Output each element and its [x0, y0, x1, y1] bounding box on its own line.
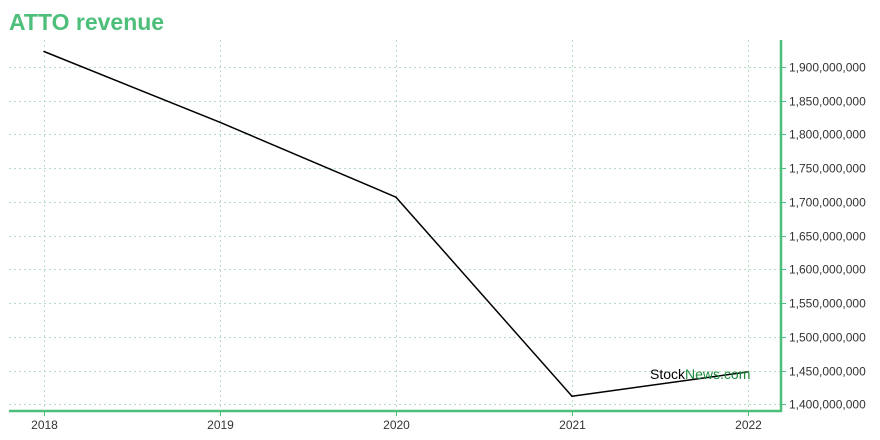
watermark-news: News.com: [685, 366, 751, 382]
x-tick-label: 2019: [207, 418, 234, 432]
y-tick-label: 1,600,000,000: [789, 263, 866, 277]
data-point-2022: [747, 371, 749, 373]
axes: [9, 40, 786, 416]
y-tick-label: 1,450,000,000: [789, 365, 866, 379]
data-point-2018: [43, 50, 45, 53]
y-tick-label: 1,900,000,000: [789, 61, 866, 75]
watermark-stock: Stock: [650, 366, 686, 382]
y-tick-label: 1,800,000,000: [789, 128, 866, 142]
y-tick-label: 1,400,000,000: [789, 398, 866, 412]
tick-labels: 1,400,000,000 1,450,000,000 1,500,000,000 1…: [31, 61, 866, 433]
y-tick-label: 1,550,000,000: [789, 297, 866, 311]
stocknews-watermark: StockNews.com: [650, 366, 750, 382]
chart-title: ATTO revenue: [9, 9, 165, 35]
x-tick-label: 2022: [735, 418, 762, 432]
x-tick-label: 2021: [559, 418, 586, 432]
grid: [9, 40, 781, 411]
x-tick-label: 2020: [383, 418, 410, 432]
data-point-2019: [219, 121, 221, 124]
y-tick-label: 1,500,000,000: [789, 331, 866, 345]
y-tick-label: 1,850,000,000: [789, 95, 866, 109]
series: [43, 50, 749, 398]
x-tick-label: 2018: [31, 418, 58, 432]
y-tick-label: 1,750,000,000: [789, 162, 866, 176]
y-tick-label: 1,700,000,000: [789, 196, 866, 210]
data-point-2021: [571, 395, 573, 398]
y-tick-label: 1,650,000,000: [789, 230, 866, 244]
data-point-2020: [395, 196, 397, 198]
revenue-series-line: [43, 50, 749, 397]
